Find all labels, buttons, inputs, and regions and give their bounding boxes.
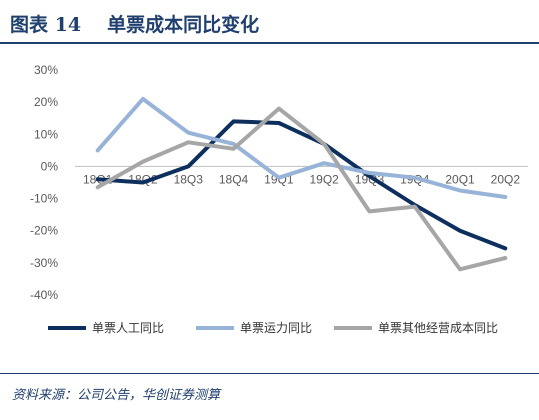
y-tick-label: 30%	[34, 63, 58, 77]
figure-title: 单票成本同比变化	[107, 13, 260, 36]
figure-number: 图表 14	[10, 13, 82, 36]
y-tick-label: 0%	[41, 159, 59, 173]
y-tick-label: -40%	[30, 288, 58, 302]
footer-rule	[0, 373, 539, 374]
legend-label: 单票人工同比	[92, 321, 164, 335]
header-rule	[0, 42, 539, 44]
y-axis-ticks: 30% 20% 10% 0% -10% -20% -30% -40%	[30, 63, 58, 302]
legend: 单票人工同比 单票运力同比 单票其他经营成本同比	[48, 321, 498, 335]
y-tick-label: -10%	[30, 192, 58, 206]
y-tick-label: 20%	[34, 95, 58, 109]
x-tick-label: 20Q1	[445, 172, 475, 186]
legend-label: 单票运力同比	[240, 321, 312, 335]
x-tick-label: 18Q3	[174, 172, 204, 186]
line-chart: 30%20%10%0%-10%-20%-30%-40% 18Q1 18Q2 18Q3…	[30, 63, 528, 335]
series-line-3	[95, 106, 508, 272]
source-note: 资料来源：公司公告，华创证券测算	[12, 388, 221, 403]
x-tick-label: 18Q4	[219, 172, 249, 186]
series-lines	[95, 96, 508, 272]
y-tick-label: -30%	[30, 256, 58, 270]
x-tick-label: 19Q2	[309, 172, 339, 186]
y-tick-label: 10%	[34, 127, 58, 141]
x-tick-label: 20Q2	[491, 172, 521, 186]
y-tick-label: -20%	[30, 224, 58, 238]
legend-label: 单票其他经营成本同比	[378, 321, 498, 335]
figure-header: 图表 14 单票成本同比变化	[10, 8, 259, 38]
series-line-1	[95, 119, 508, 251]
series-line-2	[95, 96, 508, 199]
